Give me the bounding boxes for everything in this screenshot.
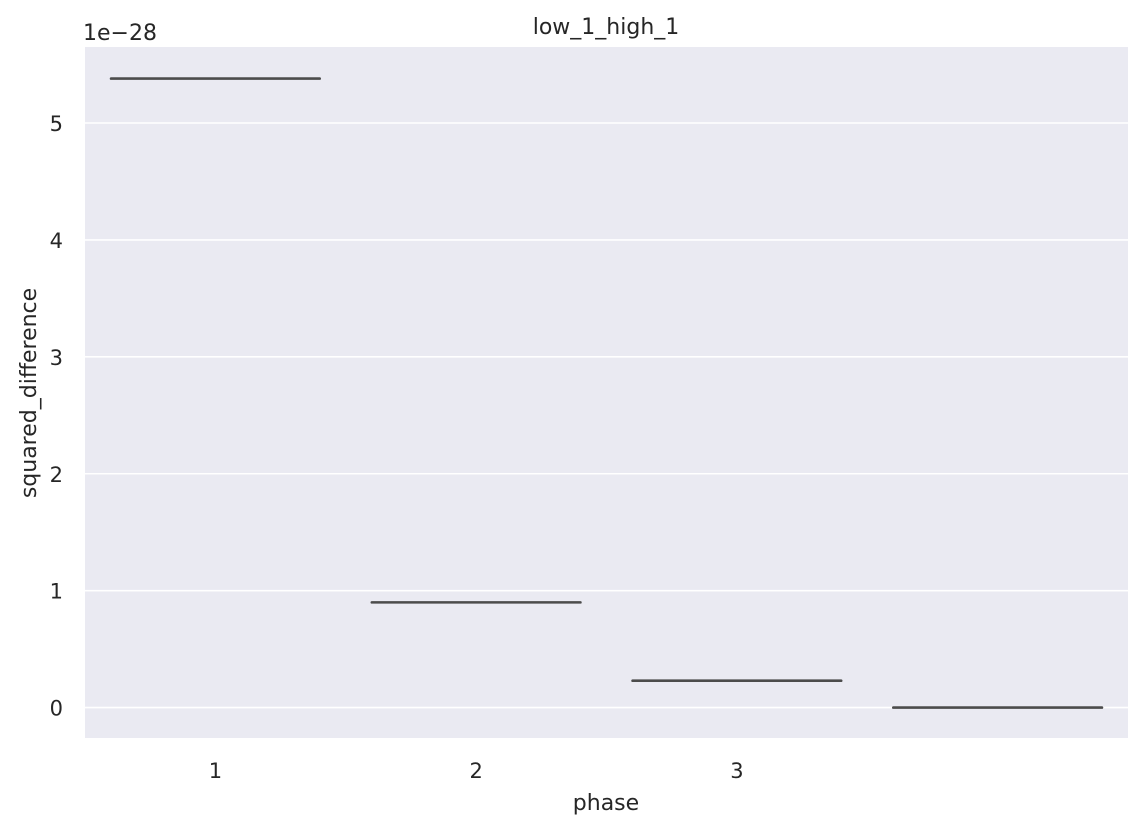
y-tick-label: 2 (50, 463, 63, 487)
x-tick-labels: 1 2 3 (209, 759, 744, 783)
y-tick-labels: 0 1 2 3 4 5 (50, 112, 63, 721)
chart-title: low_1_high_1 (533, 15, 680, 40)
y-axis-label: squared_difference (17, 288, 42, 498)
plot-area (85, 47, 1128, 738)
y-tick-label: 5 (50, 112, 63, 136)
y-tick-label: 3 (50, 346, 63, 370)
box-marks (109, 77, 1104, 709)
y-tick-label: 0 (50, 697, 63, 721)
x-tick-label: 2 (469, 759, 482, 783)
y-tick-label: 4 (50, 229, 63, 253)
x-axis-label: phase (573, 791, 639, 816)
x-tick-label: 1 (209, 759, 222, 783)
y-tick-label: 1 (50, 580, 63, 604)
y-offset-label: 1e−28 (83, 21, 157, 46)
x-tick-label: 3 (730, 759, 743, 783)
